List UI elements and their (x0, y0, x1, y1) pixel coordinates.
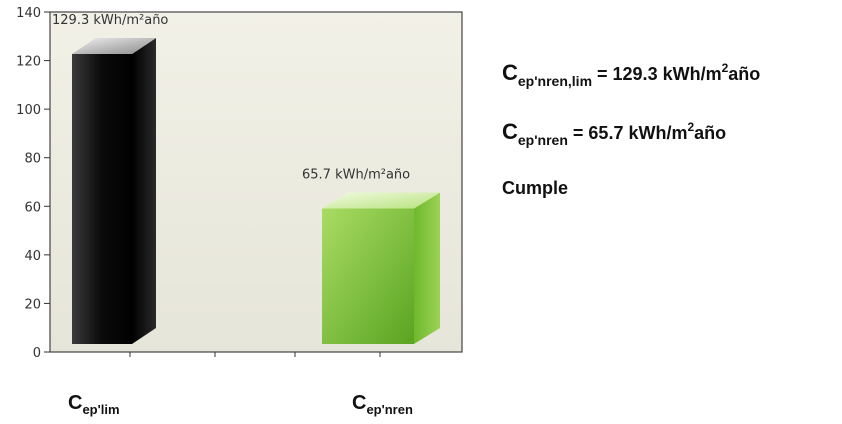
bars: 129.3 kWh/m²año 65.7 kWh/m²año (52, 13, 440, 344)
y-tick-label: 0 (33, 346, 41, 361)
value-label-nren: 65.7 kWh/m²año (302, 167, 410, 182)
bar-lim-front (72, 53, 132, 344)
limit-equation: Cep'nren,lim = 129.3 kWh/m2año (502, 60, 761, 89)
y-tick-label: 60 (24, 200, 41, 215)
bar-lim-top (72, 37, 156, 54)
y-tick-label: 40 (24, 249, 41, 264)
y-tick-label: 100 (16, 103, 41, 118)
value-label-lim: 129.3 kWh/m²año (52, 13, 168, 28)
y-tick-label: 80 (24, 152, 41, 167)
summary-panel: Cep'nren,lim = 129.3 kWh/m2año Cep'nren … (502, 60, 760, 199)
bar-chart: 0 20 40 60 80 100 120 140 129.3 kWh/m²año 65.7 k… (16, 6, 463, 361)
compliance-status: Cumple (502, 178, 569, 198)
y-tick-label: 20 (24, 297, 41, 312)
bar-lim (72, 37, 156, 344)
category-label-nren: Cep'nren (352, 392, 413, 417)
bar-nren-side (414, 192, 440, 344)
bar-nren-top (322, 192, 440, 209)
y-tick-label: 120 (16, 55, 41, 70)
actual-equation: Cep'nren = 65.7 kWh/m2año (502, 119, 727, 148)
bar-lim-side (132, 37, 156, 344)
x-axis (129, 352, 381, 357)
y-axis: 0 20 40 60 80 100 120 140 (16, 6, 50, 361)
category-label-lim: Cep'lim (68, 392, 120, 417)
bar-nren-front (322, 208, 414, 344)
y-tick-label: 140 (16, 6, 41, 21)
bar-nren (322, 192, 440, 344)
